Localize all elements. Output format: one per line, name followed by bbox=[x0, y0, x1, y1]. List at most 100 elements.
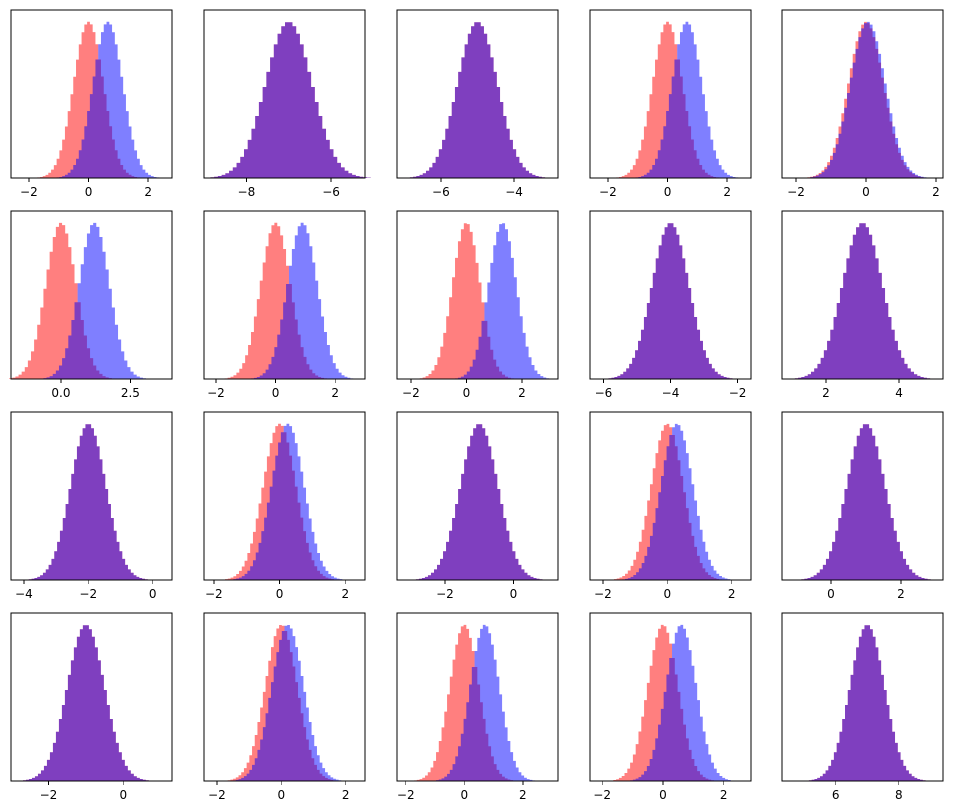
x-tick-label: 0 bbox=[272, 386, 280, 400]
x-tick-label: 0 bbox=[862, 185, 870, 199]
axes-frame bbox=[203, 9, 366, 179]
x-tick-label: 0 bbox=[277, 788, 285, 802]
x-tick-label: 2 bbox=[341, 587, 349, 601]
x-tick-label: 2 bbox=[518, 386, 526, 400]
x-tick-label: −2 bbox=[729, 386, 747, 400]
x-tick-label: 0 bbox=[120, 788, 128, 802]
red-histogram-bars bbox=[414, 624, 516, 781]
blue-histogram-bars bbox=[806, 625, 929, 781]
axes-frame bbox=[10, 411, 173, 581]
histogram-panel-2: −8 −6 bbox=[203, 9, 371, 199]
x-tick-label: 8 bbox=[895, 788, 903, 802]
x-tick-label: −2 bbox=[207, 386, 225, 400]
histogram-panel-11: −4 −2 0 bbox=[10, 411, 173, 601]
x-tick-label: −4 bbox=[505, 185, 523, 199]
x-tick-label: 0 bbox=[659, 788, 667, 802]
x-tick-label: 2.5 bbox=[121, 386, 140, 400]
axes-frame bbox=[781, 9, 944, 179]
blue-histogram-bars bbox=[455, 223, 550, 379]
blue-histogram-bars bbox=[798, 424, 934, 580]
x-tick-label: 2 bbox=[720, 788, 728, 802]
histogram-panel-17: −2 0 2 bbox=[203, 612, 366, 802]
x-tick-label: −2 bbox=[20, 185, 38, 199]
x-tick-label: −2 bbox=[79, 587, 97, 601]
x-tick-label: −2 bbox=[436, 587, 454, 601]
histogram-panel-16: −2 0 bbox=[10, 612, 173, 802]
histogram-panel-5: −2 0 2 bbox=[781, 9, 944, 199]
axes-frame bbox=[10, 9, 173, 179]
x-tick-label: −6 bbox=[432, 185, 450, 199]
histogram-panel-19: −2 0 2 bbox=[589, 612, 752, 802]
x-tick-label: 2 bbox=[897, 587, 905, 601]
histogram-panel-14: −2 0 2 bbox=[589, 411, 752, 601]
x-tick-label: −2 bbox=[599, 185, 617, 199]
axes-frame bbox=[589, 411, 752, 581]
x-tick-label: 2 bbox=[342, 788, 350, 802]
x-tick-label: 0 bbox=[461, 788, 469, 802]
x-tick-label: −2 bbox=[593, 788, 611, 802]
axes-frame bbox=[396, 210, 559, 380]
axes-frame bbox=[10, 612, 173, 782]
histogram-panel-12: −2 0 2 bbox=[203, 411, 366, 601]
blue-histogram-bars bbox=[40, 222, 147, 379]
x-tick-label: 2 bbox=[519, 788, 527, 802]
x-tick-label: −6 bbox=[595, 386, 613, 400]
blue-histogram-bars bbox=[807, 21, 930, 179]
red-histogram-bars bbox=[419, 223, 514, 379]
axes-frame bbox=[396, 411, 559, 581]
x-tick-label: 0 bbox=[463, 386, 471, 400]
x-tick-label: 0 bbox=[827, 587, 835, 601]
x-tick-label: 6 bbox=[832, 788, 840, 802]
x-tick-label: 2 bbox=[932, 185, 940, 199]
axes-frame bbox=[396, 612, 559, 782]
x-tick-label: −6 bbox=[322, 185, 340, 199]
x-tick-label: 0 bbox=[663, 587, 671, 601]
blue-histogram-bars bbox=[25, 424, 151, 580]
axes-frame bbox=[203, 411, 366, 581]
blue-histogram-bars bbox=[605, 223, 736, 379]
histogram-panel-8: −2 0 2 bbox=[396, 210, 559, 400]
x-tick-label: −2 bbox=[787, 185, 805, 199]
axes-frame bbox=[203, 612, 366, 782]
blue-histogram-bars bbox=[791, 223, 934, 379]
x-tick-label: 2 bbox=[728, 587, 736, 601]
x-tick-label: 0 bbox=[149, 587, 157, 601]
x-tick-label: −2 bbox=[594, 587, 612, 601]
axes-frame bbox=[781, 411, 944, 581]
histogram-panel-3: −6 −4 bbox=[396, 9, 559, 199]
blue-histogram-bars bbox=[230, 423, 346, 580]
x-tick-label: −8 bbox=[238, 185, 256, 199]
x-tick-label: 0 bbox=[85, 185, 93, 199]
histogram-panel-6: 0.0 2.5 bbox=[9, 210, 173, 400]
blue-histogram-bars bbox=[406, 22, 549, 179]
histogram-panel-4: −2 0 2 bbox=[589, 9, 752, 199]
x-tick-label: 2 bbox=[822, 386, 830, 400]
x-tick-label: −2 bbox=[397, 788, 415, 802]
blue-histogram-bars bbox=[56, 21, 160, 179]
histogram-panel-9: −6 −4 −2 bbox=[589, 210, 752, 400]
axes-frame bbox=[781, 612, 944, 782]
x-tick-label: 0 bbox=[510, 587, 518, 601]
red-histogram-bars bbox=[616, 21, 719, 179]
x-tick-label: −2 bbox=[205, 587, 223, 601]
x-tick-label: 4 bbox=[895, 386, 903, 400]
x-tick-label: 2 bbox=[144, 185, 152, 199]
axes-frame bbox=[396, 9, 559, 179]
blue-histogram-bars bbox=[206, 22, 371, 179]
x-tick-label: 0 bbox=[276, 587, 284, 601]
x-tick-label: −2 bbox=[402, 386, 420, 400]
histogram-panel-18: −2 0 2 bbox=[396, 612, 559, 802]
x-tick-label: 2 bbox=[331, 386, 339, 400]
axes-frame bbox=[203, 210, 366, 380]
blue-histogram-bars bbox=[433, 624, 536, 781]
red-histogram-bars bbox=[37, 21, 140, 179]
x-tick-label: −2 bbox=[208, 788, 226, 802]
blue-histogram-bars bbox=[627, 624, 734, 781]
x-tick-label: 2 bbox=[723, 185, 731, 199]
axes-frame bbox=[781, 210, 944, 380]
blue-histogram-bars bbox=[412, 424, 546, 580]
